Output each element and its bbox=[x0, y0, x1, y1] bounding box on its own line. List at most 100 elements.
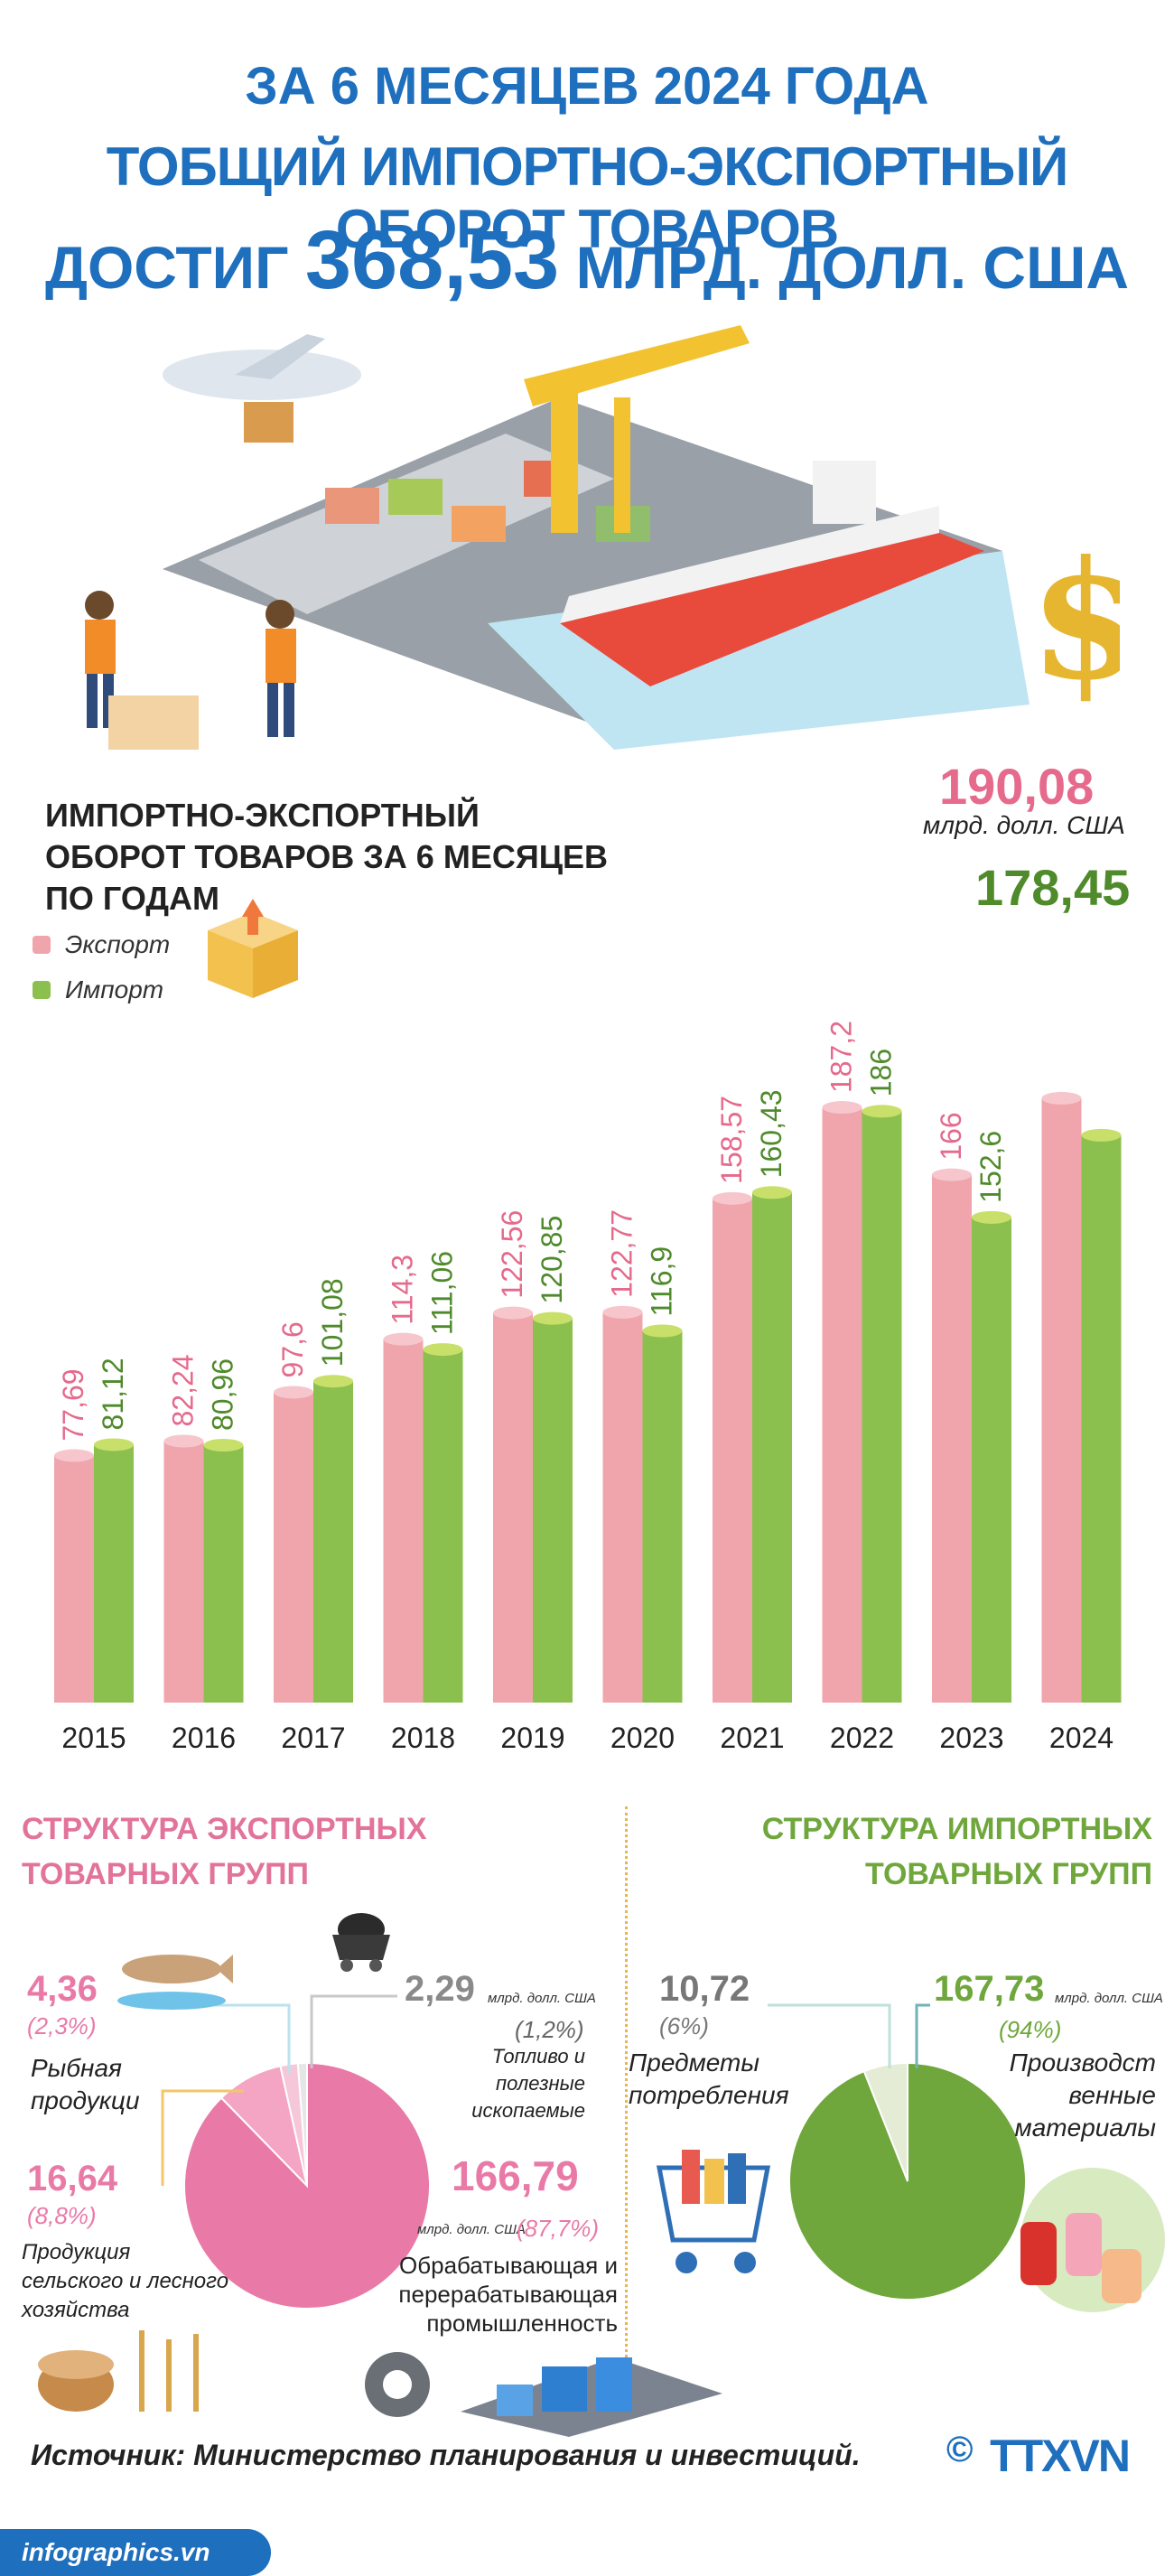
bar-cap-import-2019 bbox=[533, 1311, 573, 1325]
crane bbox=[524, 325, 750, 533]
import-pie-chart bbox=[788, 2061, 1027, 2301]
bar-cap-export-2022 bbox=[822, 1101, 862, 1115]
data-label-export-2022: 187,2 bbox=[825, 1021, 858, 1093]
thread-spools-icon bbox=[1020, 2168, 1165, 2312]
export-fuel-pct: (1,2%) bbox=[515, 2016, 584, 2043]
bar-cap-export-2017 bbox=[274, 1386, 313, 1399]
site-link[interactable]: infographics.vn bbox=[22, 2538, 210, 2566]
x-tick-2015: 2015 bbox=[61, 1722, 126, 1754]
import-heading-line1: СТРУКТУРА ИМПОРТНЫХ bbox=[761, 1812, 1152, 1846]
x-tick-2020: 2020 bbox=[610, 1722, 675, 1754]
x-tick-2024: 2024 bbox=[1049, 1722, 1113, 1754]
data-label-export-2017: 97,6 bbox=[276, 1321, 309, 1377]
bar-cap-export-2020 bbox=[602, 1305, 643, 1319]
coal-cart-icon bbox=[332, 1913, 390, 1972]
bar-cap-import-2021 bbox=[752, 1186, 792, 1199]
industry-icon bbox=[365, 2352, 722, 2437]
x-tick-2019: 2019 bbox=[500, 1722, 564, 1754]
bar-cap-import-2020 bbox=[642, 1324, 683, 1338]
data-label-import-2016: 80,96 bbox=[207, 1358, 239, 1431]
bar-cap-export-2018 bbox=[383, 1332, 424, 1346]
port-illustration: $ bbox=[85, 325, 1120, 750]
bar-export-2016 bbox=[163, 1441, 204, 1703]
data-label-import-2018: 111,06 bbox=[426, 1251, 459, 1335]
highlight-unit: млрд. долл. США bbox=[923, 811, 1125, 839]
ship bbox=[560, 461, 984, 686]
highlight-2024-import: 178,45 bbox=[975, 859, 1131, 916]
data-label-import-2015: 81,12 bbox=[97, 1358, 129, 1430]
import-consumer-value: 10,72 bbox=[659, 1969, 750, 2009]
data-label-import-2023: 152,6 bbox=[974, 1131, 1007, 1203]
export-industry-label: Обрабатывающая и перерабатывающая промыш… bbox=[379, 2251, 618, 2338]
export-industry-label-1: Обрабатывающая и bbox=[399, 2252, 618, 2279]
x-tick-2023: 2023 bbox=[939, 1722, 1003, 1754]
export-structure-heading: СТРУКТУРА ЭКСПОРТНЫХ ТОВАРНЫХ ГРУПП bbox=[22, 1806, 427, 1897]
export-fuel-label-2: ископаемые bbox=[471, 2099, 585, 2122]
bar-cap-export-2023 bbox=[932, 1168, 972, 1181]
export-fish-value: 4,36 bbox=[27, 1969, 98, 2009]
import-materials-pct: (94%) bbox=[999, 2016, 1062, 2043]
bar-import-2022 bbox=[862, 1111, 902, 1703]
data-label-export-2023: 166 bbox=[935, 1112, 967, 1160]
import-materials-label-1: Производст bbox=[1009, 2049, 1156, 2077]
import-heading-line2: ТОВАРНЫХ ГРУПП bbox=[865, 1857, 1152, 1891]
bar-cap-import-2018 bbox=[423, 1343, 463, 1357]
bar-cap-import-2023 bbox=[972, 1210, 1011, 1224]
data-label-import-2021: 160,43 bbox=[755, 1089, 787, 1178]
bar-cap-import-2022 bbox=[862, 1105, 902, 1118]
export-fuel-label-1: Топливо и полезные bbox=[491, 2045, 585, 2095]
legend-import: Импорт bbox=[33, 975, 163, 1004]
export-fuel-unit: млрд. долл. США bbox=[488, 1991, 596, 2006]
bar-export-2020 bbox=[602, 1311, 643, 1703]
title-line-2: ТОБЩИЙ ИМПОРТНО-ЭКСПОРТНЫЙ ОБОРОТ ТОВАРО… bbox=[106, 136, 1069, 259]
export-pie-chart bbox=[183, 2061, 431, 2310]
bar-import-2020 bbox=[642, 1330, 683, 1703]
title-prefix: ДОСТИГ bbox=[44, 234, 289, 301]
fish-icon bbox=[117, 1955, 233, 2010]
bar-cap-export-2021 bbox=[713, 1191, 752, 1205]
airplane-icon bbox=[163, 334, 361, 443]
bar-cap-import-2017 bbox=[313, 1375, 353, 1388]
export-industry-pct: (87,7%) bbox=[517, 2215, 600, 2242]
legend-import-label: Импорт bbox=[65, 975, 164, 1003]
export-agri-label-3: хозяйства bbox=[22, 2298, 130, 2322]
export-fish-label: Рыбная продукци bbox=[31, 2052, 140, 2117]
title-line-1: ЗА 6 МЕСЯЦЕВ 2024 ГОДА bbox=[245, 57, 929, 116]
import-materials-label: Производст венные материалы bbox=[957, 2047, 1156, 2144]
agency-logo: TTXVN bbox=[990, 2431, 1131, 2481]
import-materials-label-2: венные bbox=[1068, 2081, 1156, 2109]
data-label-import-2020: 116,9 bbox=[646, 1246, 678, 1317]
bar-import-2021 bbox=[752, 1192, 792, 1703]
bar-import-2019 bbox=[533, 1318, 573, 1703]
legend-export-label: Экспорт bbox=[65, 930, 171, 958]
bar-export-2024 bbox=[1041, 1097, 1082, 1703]
export-industry-unit: млрд. долл. США bbox=[417, 2222, 526, 2237]
agriculture-icon bbox=[38, 2330, 199, 2412]
svg-text:$: $ bbox=[1030, 526, 1120, 716]
export-agri-label-2: сельского и лесного bbox=[22, 2269, 229, 2293]
title-line-3: ДОСТИГ 368,53 МЛРД. ДОЛЛ. США bbox=[0, 213, 1174, 308]
workers bbox=[85, 591, 296, 750]
export-agri-pct: (8,8%) bbox=[27, 2202, 97, 2229]
x-tick-2018: 2018 bbox=[391, 1722, 455, 1754]
export-fish-label-2: продукци bbox=[31, 2086, 140, 2114]
bar-export-2023 bbox=[932, 1174, 972, 1703]
bar-export-2021 bbox=[713, 1198, 752, 1703]
bar-chart: 77,69 81,12 2015 82,24 80,96 2016 97,6 101,08 20… bbox=[54, 1021, 1122, 1754]
bar-import-2023 bbox=[972, 1217, 1011, 1703]
highlight-2024-export: 190,08 bbox=[939, 758, 1095, 815]
bar-cap-import-2015 bbox=[94, 1438, 134, 1451]
bar-cap-export-2024 bbox=[1041, 1091, 1082, 1105]
x-tick-2016: 2016 bbox=[172, 1722, 236, 1754]
export-agri-label-1: Продукция bbox=[22, 2240, 131, 2264]
box-icon bbox=[208, 899, 298, 998]
bar-cap-import-2016 bbox=[203, 1439, 244, 1452]
copyright-icon: © bbox=[946, 2430, 974, 2469]
import-pie-slice-1 bbox=[788, 2061, 1027, 2301]
x-tick-2017: 2017 bbox=[281, 1722, 345, 1754]
bar-export-2019 bbox=[493, 1312, 533, 1703]
bar-cap-import-2024 bbox=[1081, 1128, 1122, 1142]
export-fish-label-1: Рыбная bbox=[31, 2054, 122, 2082]
data-label-import-2019: 120,85 bbox=[536, 1216, 568, 1304]
divider bbox=[625, 1806, 628, 2385]
